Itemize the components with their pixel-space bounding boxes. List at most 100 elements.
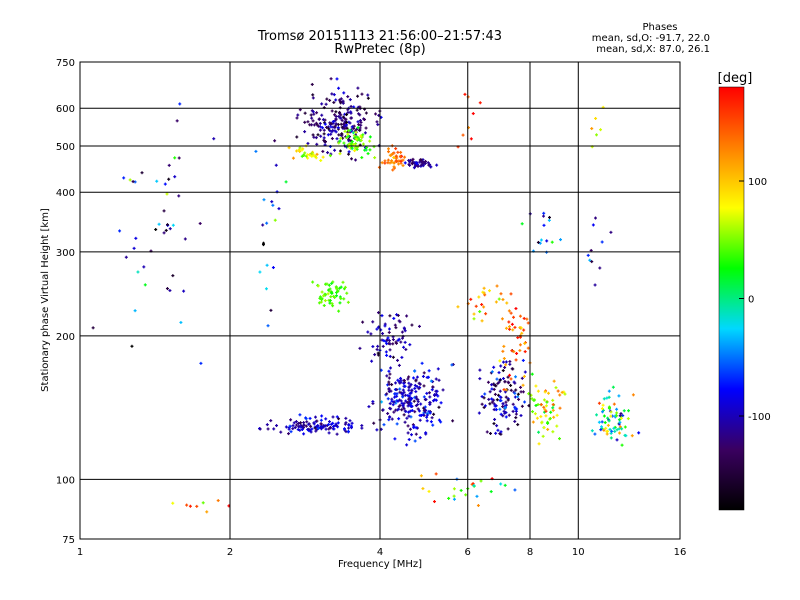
data-point [479,479,483,483]
data-point [142,265,146,269]
data-point [311,119,315,123]
data-point [322,138,326,142]
data-point [456,305,460,309]
data-point [609,436,613,440]
data-point [311,280,315,284]
data-point [346,132,350,136]
data-point [168,227,172,231]
colorbar-unit-label: [deg] [718,71,753,86]
data-point [387,339,391,343]
data-point [437,405,441,409]
data-point [480,319,484,323]
data-point [143,283,147,287]
data-point [392,156,396,160]
data-point [513,405,517,409]
data-point [262,198,266,202]
data-point [547,391,551,395]
y-tick-label: 200 [56,332,75,343]
data-point [502,344,506,348]
data-point [549,410,553,414]
data-point [332,427,336,431]
data-point [387,390,391,394]
data-point [347,423,351,427]
data-point [345,291,349,295]
data-point [380,400,384,404]
data-point [516,395,520,399]
data-point [601,403,605,407]
data-point [302,423,306,427]
data-point [504,415,508,419]
data-point [350,157,354,161]
data-point [333,124,337,128]
data-point [216,499,220,503]
data-point [342,91,346,95]
data-point [520,222,524,226]
data-point [421,487,425,491]
data-point [128,178,132,182]
data-point [605,432,609,436]
data-point [497,297,501,301]
data-point [407,414,411,418]
data-point [514,358,518,362]
data-point [154,228,158,232]
data-point [381,332,385,336]
data-point [461,133,465,137]
data-point [394,154,398,158]
data-point [380,161,384,165]
data-point [334,114,338,118]
data-point [504,395,508,399]
data-point [265,423,269,427]
data-point [498,378,502,382]
data-point [356,126,360,130]
data-point [329,295,333,299]
data-point [546,427,550,431]
data-point [540,420,544,424]
data-point [478,101,482,105]
data-point [511,402,515,406]
data-point [477,295,481,299]
data-points [91,77,641,514]
data-point [429,165,433,169]
data-point [388,314,392,318]
data-point [492,365,496,369]
data-point [606,423,610,427]
data-point [334,294,338,298]
data-point [140,171,144,175]
data-point [602,397,606,401]
data-point [495,424,499,428]
data-point [315,152,319,156]
data-point [261,223,265,227]
data-point [386,147,390,151]
data-point [418,436,422,440]
data-point [490,370,494,374]
data-point [403,384,407,388]
data-point [499,430,503,434]
data-point [509,388,513,392]
data-point [316,124,320,128]
data-point [434,398,438,402]
data-point [407,158,411,162]
data-point [413,410,417,414]
data-point [413,369,417,373]
data-point [330,291,334,295]
data-point [284,180,288,184]
data-point [337,141,341,145]
data-point [324,427,328,431]
data-point [531,420,535,424]
data-point [490,383,494,387]
data-point [407,397,411,401]
data-point [331,304,335,308]
data-point [134,236,138,240]
colorbar-ticks: 100 0 -100 [739,177,771,423]
data-point [492,422,496,426]
data-point [339,136,343,140]
data-point [499,292,503,296]
data-point [508,362,512,366]
data-point [392,161,396,165]
data-point [179,320,183,324]
data-point [472,484,476,488]
data-point [284,425,288,429]
data-point [368,139,372,143]
data-point [441,388,445,392]
data-point [412,376,416,380]
